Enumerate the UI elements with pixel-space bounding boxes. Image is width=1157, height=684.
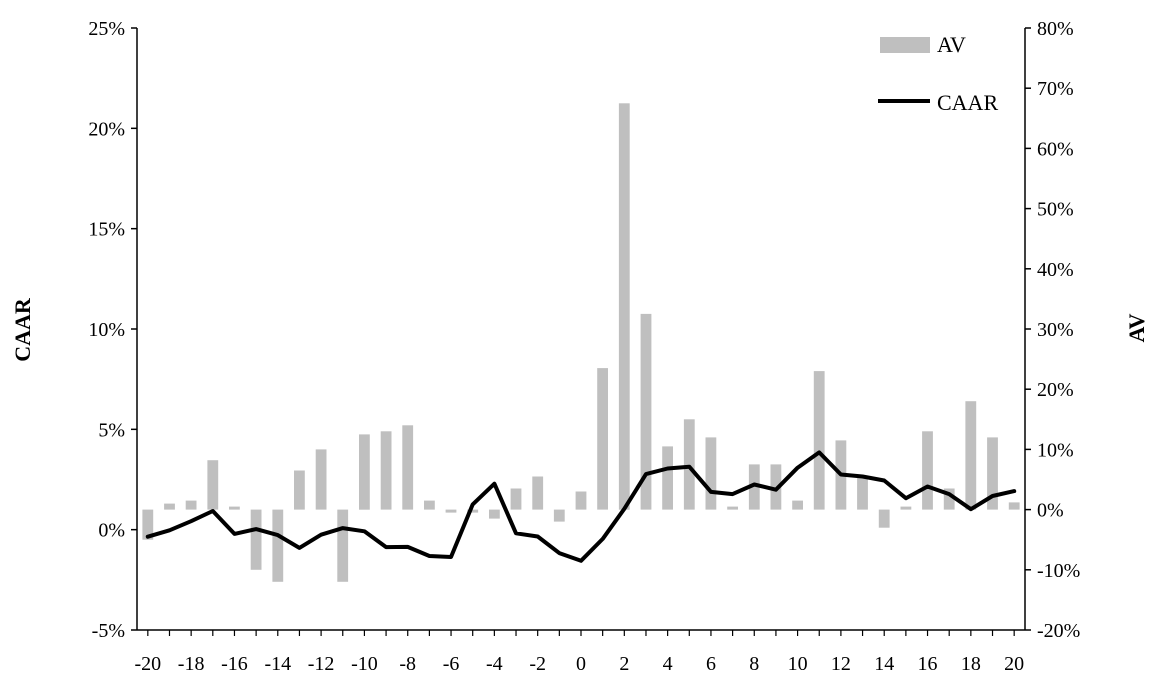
x-tick-label: -10 xyxy=(351,653,378,675)
x-tick-label: 6 xyxy=(706,653,716,675)
y-right-tick-label: 0% xyxy=(1037,500,1064,522)
av-bar xyxy=(272,509,284,582)
x-tick-label: 18 xyxy=(961,653,981,675)
y-left-tick-label: 0% xyxy=(98,520,125,542)
y-left-tick-label: 15% xyxy=(88,219,125,241)
x-tick-label: -12 xyxy=(308,653,335,675)
x-tick-label: -16 xyxy=(221,653,248,675)
y-right-tick-label: 30% xyxy=(1037,319,1074,341)
legend-av-swatch xyxy=(880,37,930,53)
av-bar xyxy=(185,500,197,510)
av-bar xyxy=(597,368,608,510)
av-bar xyxy=(445,509,457,513)
av-bar xyxy=(922,431,933,510)
av-bar xyxy=(748,464,760,510)
av-bar xyxy=(900,506,912,510)
av-bar xyxy=(142,509,154,540)
av-bars xyxy=(142,103,1020,582)
av-bar xyxy=(878,509,890,528)
y-left-tick-label: 5% xyxy=(98,419,125,441)
av-bar xyxy=(943,488,955,510)
y-axis-left-title: CAAR xyxy=(10,297,35,362)
y-right-tick-label: 20% xyxy=(1037,379,1074,401)
av-bar xyxy=(618,103,630,510)
y-axis-right-title: AV xyxy=(1124,313,1149,342)
av-bar xyxy=(640,313,652,510)
x-tick-label: -14 xyxy=(264,653,291,675)
x-tick-label: 2 xyxy=(619,653,629,675)
av-bar xyxy=(294,470,305,510)
av-bar xyxy=(553,509,565,522)
x-tick-label: 8 xyxy=(749,653,759,675)
y-left-tick-label: 25% xyxy=(88,18,125,40)
av-bar xyxy=(727,506,738,510)
y-left-tick-label: 20% xyxy=(88,118,125,140)
x-tick-label: 14 xyxy=(874,653,894,675)
legend-caar-label: CAAR xyxy=(937,90,998,115)
x-tick-label: -4 xyxy=(486,653,503,675)
av-bar xyxy=(813,371,825,510)
av-bar xyxy=(424,500,435,510)
x-tick-label: -2 xyxy=(529,653,546,675)
y-right-tick-label: 60% xyxy=(1037,138,1074,160)
av-bar xyxy=(207,460,219,510)
av-bar xyxy=(467,509,479,513)
legend: AV CAAR xyxy=(878,32,998,115)
caar-line xyxy=(145,450,1017,563)
tick-labels: -5%0%5%10%15%20%25%-20%-10%0%10%20%30%40… xyxy=(88,18,1080,675)
x-tick-label: 16 xyxy=(918,653,938,675)
x-tick-label: 0 xyxy=(576,653,586,675)
av-bar xyxy=(857,476,868,510)
av-bar xyxy=(965,401,977,510)
x-tick-label: -20 xyxy=(134,653,161,675)
av-bar xyxy=(250,509,262,570)
av-bar xyxy=(315,449,327,510)
x-tick-label: -18 xyxy=(178,653,205,675)
av-bar xyxy=(683,419,695,510)
av-bar xyxy=(987,437,998,510)
av-bar xyxy=(402,425,414,510)
y-right-tick-label: 10% xyxy=(1037,439,1074,461)
y-left-tick-label: -5% xyxy=(92,620,125,642)
av-bar xyxy=(337,509,349,582)
y-right-tick-label: 70% xyxy=(1037,78,1074,100)
y-right-tick-label: 80% xyxy=(1037,18,1074,40)
y-right-tick-label: 40% xyxy=(1037,259,1074,281)
x-tick-label: -8 xyxy=(399,653,416,675)
av-bar xyxy=(229,506,240,510)
legend-av-label: AV xyxy=(937,32,966,57)
av-bar xyxy=(489,509,500,519)
av-bar xyxy=(510,488,522,510)
y-right-tick-label: -20% xyxy=(1037,620,1080,642)
av-bar xyxy=(164,503,175,510)
y-left-tick-label: 10% xyxy=(88,319,125,341)
caar-line-layer xyxy=(145,450,1017,563)
axes xyxy=(131,27,1031,636)
x-tick-label: -6 xyxy=(443,653,460,675)
av-bar xyxy=(532,476,544,510)
x-tick-label: 12 xyxy=(831,653,851,675)
y-right-tick-label: -10% xyxy=(1037,560,1080,582)
x-tick-label: 10 xyxy=(788,653,808,675)
y-right-tick-label: 50% xyxy=(1037,199,1074,221)
av-bar xyxy=(1008,502,1020,510)
av-bar xyxy=(792,500,803,510)
x-tick-label: 4 xyxy=(663,653,673,675)
x-tick-label: 20 xyxy=(1004,653,1024,675)
av-bar xyxy=(575,491,587,510)
av-bar xyxy=(662,446,673,510)
av-bar xyxy=(359,434,370,510)
av-bar xyxy=(380,431,392,510)
av-bar xyxy=(705,437,717,510)
